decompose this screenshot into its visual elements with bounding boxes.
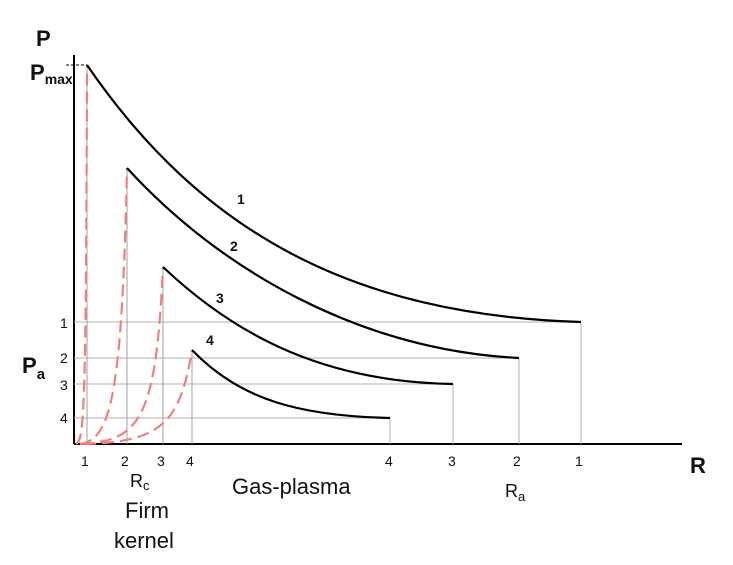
curve-number-1: 1 [237, 191, 245, 207]
expansion-curve-2 [126, 167, 520, 360]
ra-guides [389, 322, 582, 444]
ra-label: Ra [505, 481, 526, 504]
pa-tick-1: 1 [60, 315, 68, 331]
expansion-curve-4 [191, 349, 391, 420]
firm-kernel-label-line2: kernel [114, 528, 174, 553]
rc-tick-4: 4 [186, 453, 194, 469]
x-axis-label: R [690, 453, 706, 478]
ra-tick-1: 1 [575, 453, 583, 469]
pa-label: Pa [22, 353, 46, 383]
compression-curve-1 [75, 64, 89, 445]
ra-tick-3: 3 [448, 453, 456, 469]
ra-tick-4: 4 [385, 453, 393, 469]
y-axis-label: P [36, 26, 51, 51]
curve-number-3: 3 [216, 290, 224, 306]
gas-plasma-label: Gas-plasma [232, 474, 351, 499]
compression-curve-3 [81, 266, 165, 446]
rc-guides [86, 65, 193, 444]
expansion-curve-1 [86, 64, 582, 324]
expansion-curves [86, 64, 582, 420]
compression-curves [75, 64, 194, 446]
rc-label: Rc [130, 471, 150, 493]
rc-tick-1: 1 [81, 453, 89, 469]
compression-curve-4 [83, 349, 194, 446]
curve-number-4: 4 [206, 332, 214, 348]
pa-tick-4: 4 [60, 410, 68, 426]
curve-number-2: 2 [230, 238, 238, 254]
rc-tick-3: 3 [157, 453, 165, 469]
firm-kernel-label-line1: Firm [125, 498, 169, 523]
pa-guides [74, 321, 581, 419]
rc-tick-2: 2 [121, 453, 129, 469]
pmax-label: Pmax [30, 60, 73, 87]
pa-tick-3: 3 [60, 377, 68, 393]
ra-tick-2: 2 [513, 453, 521, 469]
pa-tick-2: 2 [60, 350, 68, 366]
expansion-curve-3 [162, 266, 454, 386]
